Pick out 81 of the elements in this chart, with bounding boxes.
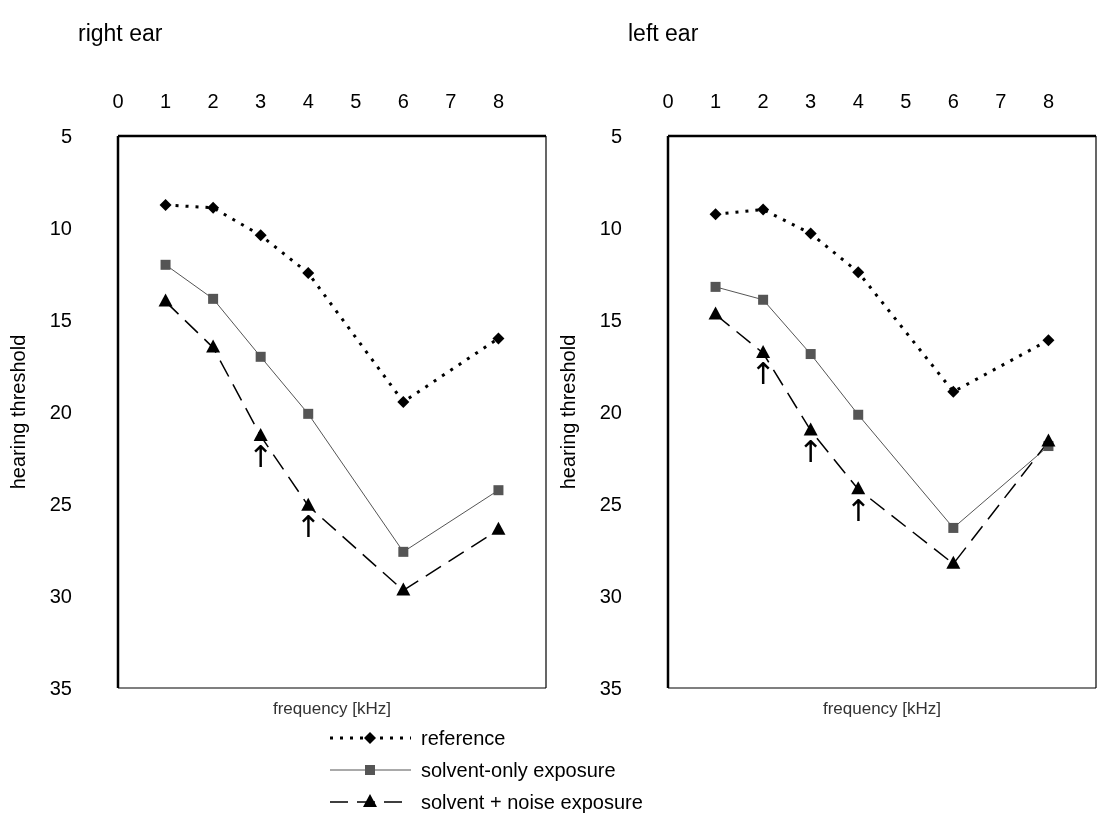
point [206,339,221,353]
point [158,293,173,307]
x-tick-label: 3 [255,90,267,112]
point [853,409,864,420]
point [303,408,314,419]
y-tick-label: 35 [49,677,72,700]
x-tick-label: 3 [805,90,817,112]
point [492,332,505,345]
point [948,522,959,533]
legend-label: reference [421,726,506,750]
y-tick-label: 25 [49,493,72,516]
x-tick-label: 0 [112,90,124,112]
point [757,203,770,216]
annotation: ↑ [798,433,824,469]
x-tick-label: 7 [995,90,1007,112]
point [947,385,960,398]
legend-label: solvent-only exposure [421,758,616,782]
point [301,497,316,511]
point [207,201,220,214]
y-tick-label: 20 [49,401,72,424]
point [708,306,723,320]
x-tick-label: 8 [492,90,505,112]
x-tick-label: 1 [159,90,172,112]
point [302,267,315,280]
point [159,199,172,211]
y-axis-title: hearing threshold [7,334,30,490]
x-tick-label: 6 [397,90,409,112]
y-tick-label: 30 [49,585,72,608]
x-axis-title: frequency [kHz] [272,699,392,719]
point [253,427,268,441]
x-tick-label: 5 [900,90,912,112]
y-tick-label: 15 [599,309,622,332]
x-tick-label: 4 [302,90,314,112]
point [160,259,171,270]
y-tick-label: 5 [60,125,72,148]
y-tick-label: 15 [49,309,72,332]
y-tick-label: 5 [610,125,622,148]
x-tick-label: 2 [757,90,769,112]
legend-label: solvent + noise exposure [421,790,643,814]
point [493,485,504,496]
point [255,351,266,362]
y-tick-label: 30 [599,585,622,608]
point [1042,334,1055,347]
x-tick-label: 1 [709,90,722,112]
x-axis-title: frequency [kHz] [822,699,942,719]
x-tick-label: 4 [852,90,864,112]
point [756,345,771,359]
x-tick-label: 0 [662,90,674,112]
point [710,281,721,292]
x-tick-label: 2 [207,90,219,112]
point [396,582,411,596]
point [852,266,865,279]
point [1041,433,1056,447]
point [851,481,866,495]
y-tick-label: 20 [599,401,622,424]
point [804,227,817,240]
chart-title: right ear [78,20,163,47]
point [946,555,961,569]
y-tick-label: 10 [49,217,72,240]
x-tick-label: 6 [947,90,959,112]
y-tick-label: 25 [599,493,622,516]
x-tick-label: 5 [350,90,362,112]
point [254,229,267,242]
chart-title: left ear [628,20,699,47]
point [397,395,410,408]
y-tick-label: 35 [599,677,622,700]
point [709,208,722,221]
x-tick-label: 8 [1042,90,1055,112]
annotation: ↑ [248,439,274,475]
point [803,422,818,436]
point [491,521,506,535]
point [398,546,409,557]
y-axis-title: hearing threshold [557,334,580,490]
point [208,293,219,304]
y-tick-label: 10 [599,217,622,240]
annotation: ↑ [845,492,871,528]
point [758,294,769,305]
annotation: ↑ [295,509,321,545]
point [805,349,816,360]
annotation: ↑ [750,356,776,392]
x-tick-label: 7 [445,90,457,112]
